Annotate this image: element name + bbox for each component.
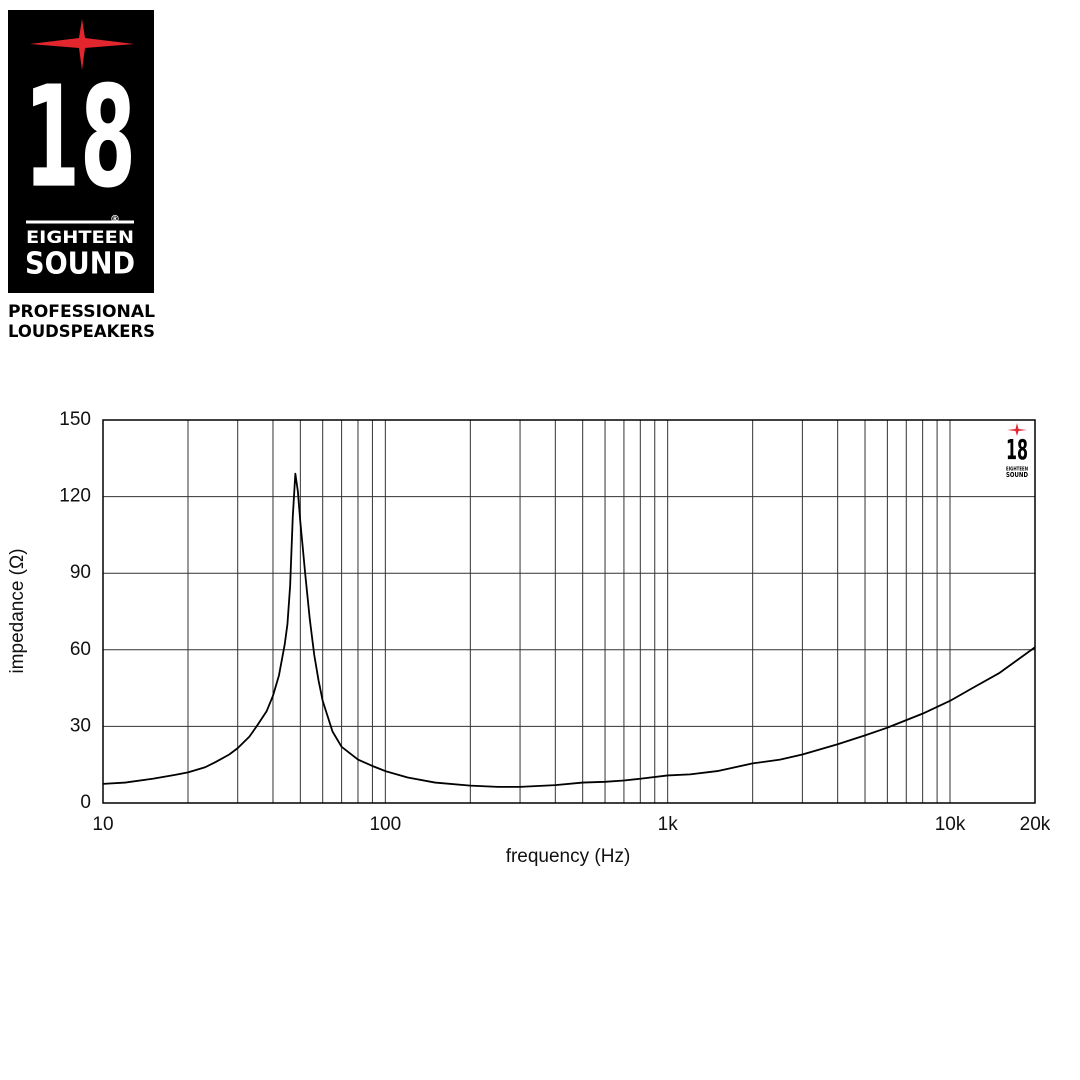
- y-tick-label: 0: [80, 792, 91, 813]
- x-tick-label: 20k: [1020, 814, 1051, 835]
- inset-star: [1007, 423, 1027, 436]
- logo-registered: ®: [110, 214, 120, 225]
- y-tick-label: 30: [70, 715, 91, 736]
- plot-frame: [102, 419, 1036, 804]
- logo-tagline: LOUDSPEAKERS: [8, 322, 155, 342]
- inset-line1: EIGHTEEN: [1006, 467, 1028, 473]
- impedance-curve: [102, 472, 1036, 788]
- x-tick-label: 100: [369, 814, 401, 835]
- y-tick-label: 150: [59, 409, 91, 430]
- y-tick-label: 90: [70, 562, 91, 583]
- logo-number: 18: [24, 57, 136, 220]
- x-axis-label: frequency (Hz): [506, 846, 631, 867]
- y-tick-label: 120: [59, 486, 91, 507]
- y-axis-label: impedance (Ω): [7, 548, 28, 673]
- x-tick-label: 1k: [658, 814, 679, 835]
- inset-line2: SOUND: [1006, 471, 1028, 479]
- y-tick-label: 60: [70, 639, 91, 660]
- logo-star: [30, 19, 134, 70]
- x-tick-label: 10k: [935, 814, 966, 835]
- logo-line1: EIGHTEEN: [26, 228, 134, 248]
- x-tick-label: 10: [92, 814, 113, 835]
- logo-tagline: PROFESSIONAL: [8, 302, 155, 322]
- logo-line2: SOUND: [25, 247, 135, 282]
- inset-number: 18: [1006, 433, 1028, 466]
